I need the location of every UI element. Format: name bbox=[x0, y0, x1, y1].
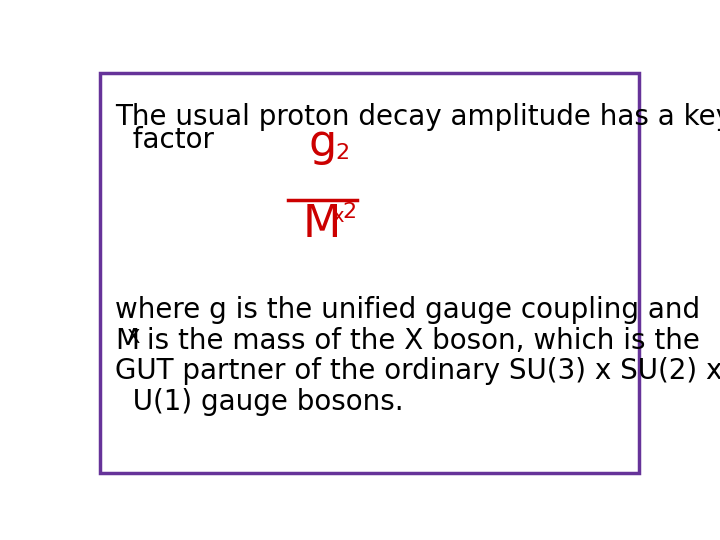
Text: where g is the unified gauge coupling and: where g is the unified gauge coupling an… bbox=[115, 296, 700, 324]
FancyBboxPatch shape bbox=[99, 72, 639, 473]
Text: The usual proton decay amplitude has a key: The usual proton decay amplitude has a k… bbox=[115, 103, 720, 131]
Text: U(1) gauge bosons.: U(1) gauge bosons. bbox=[115, 388, 403, 416]
Text: 2: 2 bbox=[343, 202, 357, 222]
Text: is the mass of the X boson, which is the: is the mass of the X boson, which is the bbox=[138, 327, 700, 355]
Text: x: x bbox=[332, 207, 343, 226]
Text: M: M bbox=[115, 327, 139, 355]
Text: g: g bbox=[309, 122, 337, 165]
Text: GUT partner of the ordinary SU(3) x SU(2) x: GUT partner of the ordinary SU(3) x SU(2… bbox=[115, 357, 720, 386]
Text: factor: factor bbox=[115, 126, 214, 154]
Text: X: X bbox=[127, 328, 140, 347]
Text: M: M bbox=[303, 204, 341, 246]
Text: 2: 2 bbox=[335, 143, 349, 164]
